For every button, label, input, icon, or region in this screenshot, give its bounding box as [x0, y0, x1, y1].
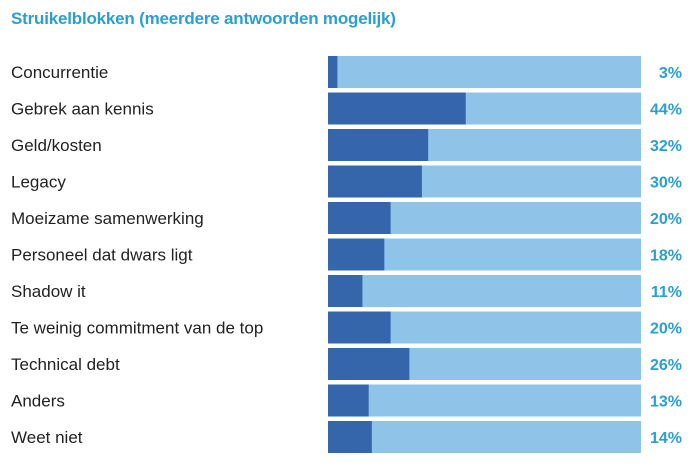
bar-row: Shadow it 11%: [11, 275, 682, 307]
value-label: 30%: [650, 175, 682, 192]
bar-value: [328, 129, 429, 161]
category-label: Legacy: [11, 173, 66, 192]
bar-value: [328, 348, 410, 380]
category-label: Shadow it: [11, 282, 86, 301]
bar-row: Moeizame samenwerking 20%: [11, 202, 682, 234]
bar-value: [328, 165, 422, 198]
bar-row: Anders 13%: [11, 384, 682, 417]
value-label: 13%: [650, 394, 682, 411]
bar-row: Legacy 30%: [11, 165, 682, 198]
value-label: 3%: [659, 65, 682, 82]
value-label: 14%: [650, 430, 682, 447]
category-label: Te weinig commitment van de top: [11, 319, 263, 338]
bar-row: Concurrentie 3%: [11, 56, 682, 88]
category-label: Concurrentie: [11, 63, 108, 82]
bar-value: [328, 238, 385, 271]
bar-track: [328, 275, 641, 307]
value-label: 11%: [651, 284, 682, 301]
bar-track: [328, 56, 641, 88]
category-label: Weet niet: [11, 428, 83, 447]
bar-row: Geld/kosten 32%: [11, 129, 682, 161]
category-label: Geld/kosten: [11, 136, 102, 155]
bar-value: [328, 384, 369, 417]
bar-value: [328, 311, 391, 344]
bar-value: [328, 275, 363, 307]
category-label: Gebrek aan kennis: [11, 100, 154, 119]
bar-row: Gebrek aan kennis 44%: [11, 92, 682, 125]
value-label: 20%: [650, 211, 682, 228]
bar-value: [328, 92, 466, 125]
bar-row: Te weinig commitment van de top 20%: [11, 311, 682, 344]
category-label: Personeel dat dwars ligt: [11, 246, 193, 265]
bar-row: Weet niet 14%: [11, 421, 682, 453]
bar-row: Technical debt 26%: [11, 348, 682, 380]
bar-row: Personeel dat dwars ligt 18%: [11, 238, 682, 271]
category-label: Anders: [11, 392, 65, 411]
bar-track: [328, 421, 641, 453]
value-label: 44%: [650, 102, 682, 119]
category-label: Technical debt: [11, 355, 120, 374]
bar-value: [328, 421, 372, 453]
value-label: 20%: [650, 321, 682, 338]
bar-value: [328, 202, 391, 234]
category-label: Moeizame samenwerking: [11, 209, 204, 228]
chart-title: Struikelblokken (meerdere antwoorden mog…: [11, 9, 396, 28]
value-label: 18%: [650, 248, 682, 265]
value-label: 26%: [650, 357, 682, 374]
bar-value: [328, 56, 338, 88]
bar-track: [328, 384, 641, 417]
value-label: 32%: [650, 138, 682, 155]
